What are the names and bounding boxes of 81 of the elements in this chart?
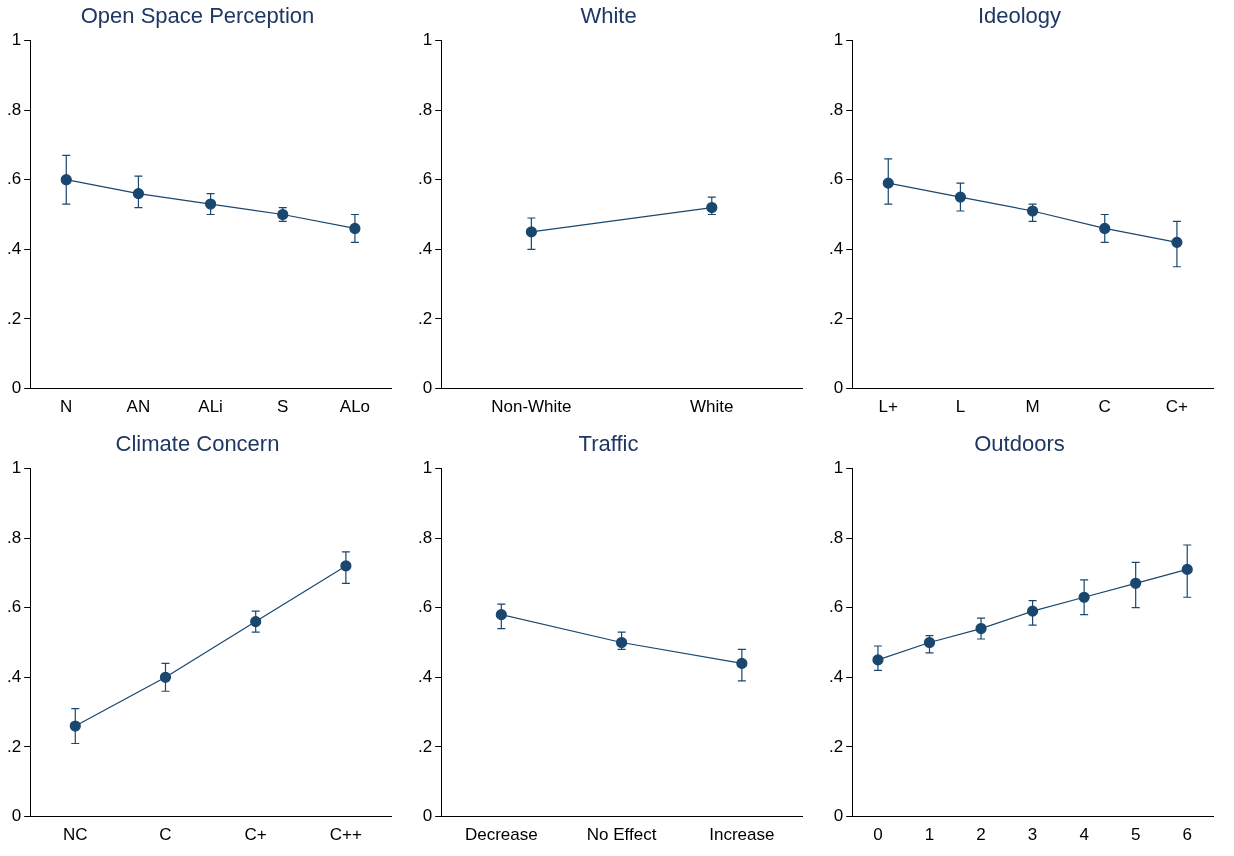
point bbox=[159, 671, 172, 683]
y-tick-label: .8 bbox=[828, 99, 844, 119]
point bbox=[250, 616, 262, 628]
x-tick-label: C+ bbox=[1165, 397, 1189, 417]
x-tick-label: L+ bbox=[878, 397, 899, 417]
x-tick-label: 6 bbox=[1182, 825, 1192, 845]
point bbox=[954, 191, 967, 203]
y-tick-label: .6 bbox=[828, 169, 844, 189]
x-tick-label: 4 bbox=[1079, 825, 1089, 845]
point bbox=[60, 174, 72, 186]
x-tick-label: Decrease bbox=[464, 825, 538, 845]
y-tick-label: .2 bbox=[6, 308, 22, 328]
y-tick-label: 0 bbox=[422, 806, 433, 826]
y-tick-label: .2 bbox=[828, 736, 844, 756]
point bbox=[1181, 563, 1193, 575]
point bbox=[1026, 605, 1039, 617]
y-tick-label: 0 bbox=[11, 806, 22, 826]
y-tick-label: .8 bbox=[417, 527, 433, 547]
x-tick-label: NC bbox=[63, 825, 88, 845]
point bbox=[923, 636, 936, 649]
point bbox=[204, 198, 217, 210]
y-tick-label: 0 bbox=[422, 378, 433, 398]
x-tick-label: C+ bbox=[244, 825, 267, 845]
y-tick-label: .4 bbox=[417, 667, 433, 687]
y-tick-label: .8 bbox=[828, 527, 844, 547]
y-tick-label: 0 bbox=[833, 806, 844, 826]
y-tick-label: 1 bbox=[833, 30, 844, 50]
y-tick-label: .8 bbox=[6, 527, 22, 547]
chart-title: White bbox=[580, 3, 637, 29]
x-tick-label: White bbox=[690, 397, 734, 417]
x-tick-label: 2 bbox=[976, 825, 986, 845]
chart-title: Ideology bbox=[977, 3, 1062, 29]
x-tick-label: N bbox=[60, 397, 73, 417]
x-tick-label: 5 bbox=[1130, 825, 1141, 845]
y-tick-label: .2 bbox=[417, 308, 433, 328]
y-tick-label: .6 bbox=[417, 597, 433, 617]
point bbox=[495, 609, 507, 621]
y-tick-label: 1 bbox=[422, 30, 433, 50]
y-tick-label: .4 bbox=[828, 239, 844, 259]
x-tick-label: L bbox=[955, 397, 966, 417]
chart-title: Outdoors bbox=[974, 431, 1065, 457]
chart-title: Traffic bbox=[578, 431, 639, 457]
point bbox=[615, 636, 628, 649]
x-tick-label: 1 bbox=[924, 825, 935, 845]
x-tick-label: 3 bbox=[1027, 825, 1038, 845]
y-tick-label: .4 bbox=[6, 667, 22, 687]
y-tick-label: 0 bbox=[11, 378, 22, 398]
y-tick-label: .4 bbox=[417, 239, 433, 259]
x-tick-label: No Effect bbox=[586, 825, 657, 845]
y-tick-label: .2 bbox=[6, 736, 22, 756]
y-tick-label: .2 bbox=[417, 736, 433, 756]
point bbox=[1130, 577, 1142, 589]
y-tick-label: .6 bbox=[417, 169, 433, 189]
x-tick-label: M bbox=[1025, 397, 1040, 417]
x-tick-label: Increase bbox=[709, 825, 775, 845]
point bbox=[132, 188, 145, 200]
x-tick-label: C bbox=[1098, 397, 1111, 417]
y-tick-label: .6 bbox=[6, 169, 22, 189]
point bbox=[1099, 222, 1111, 235]
chart-title: Climate Concern bbox=[115, 431, 280, 457]
y-tick-label: 0 bbox=[833, 378, 844, 398]
x-tick-label: S bbox=[277, 397, 289, 417]
y-tick-label: .4 bbox=[6, 239, 22, 259]
y-tick-label: .8 bbox=[417, 99, 433, 119]
y-tick-label: .2 bbox=[828, 308, 844, 328]
y-tick-label: 1 bbox=[422, 458, 433, 478]
x-tick-label: Non-White bbox=[491, 397, 572, 417]
x-tick-label: AN bbox=[126, 397, 151, 417]
x-tick-label: ALi bbox=[198, 397, 223, 417]
x-tick-label: ALo bbox=[339, 397, 371, 417]
x-tick-label: 0 bbox=[873, 825, 883, 845]
x-tick-label: C bbox=[159, 825, 172, 845]
chart-title: Open Space Perception bbox=[80, 3, 315, 29]
y-tick-label: 1 bbox=[833, 458, 844, 478]
y-tick-label: .8 bbox=[6, 99, 22, 119]
y-tick-label: .6 bbox=[828, 597, 844, 617]
y-tick-label: 1 bbox=[11, 30, 22, 50]
y-tick-label: .6 bbox=[6, 597, 22, 617]
x-tick-label: C++ bbox=[329, 825, 363, 845]
y-tick-label: .4 bbox=[828, 667, 844, 687]
y-tick-label: 1 bbox=[11, 458, 22, 478]
